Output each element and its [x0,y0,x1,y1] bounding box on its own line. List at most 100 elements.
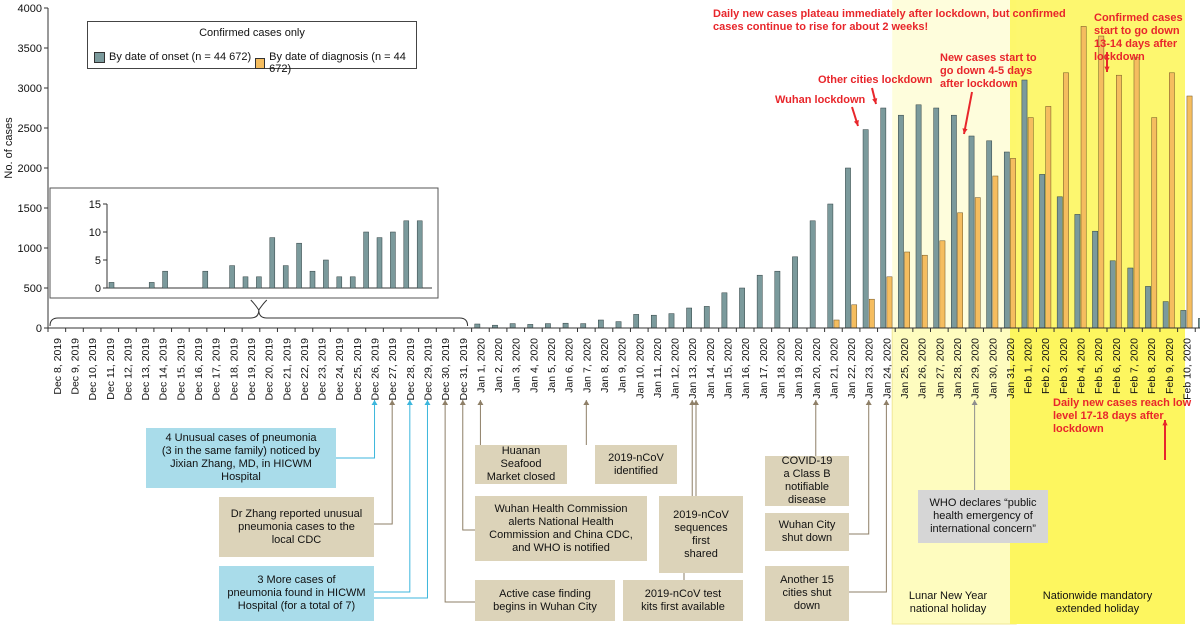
event-who-emergency: WHO declares “public health emergency of… [918,490,1048,543]
bar-onset [1056,196,1063,329]
event-15-cities-shutdown: Another 15 cities shut down [765,566,849,621]
inset-bar [269,237,276,289]
bar-diagnosis [1133,57,1140,329]
bar-onset [686,307,692,329]
x-tick-label: Dec 8, 2019 [52,338,64,395]
bar-diagnosis [939,240,946,329]
x-tick-label: Feb 6, 2020 [1111,338,1123,394]
bar-diagnosis [921,254,928,329]
bar-onset [598,319,604,329]
x-tick-label: Dec 23, 2019 [317,338,329,401]
connector-who-emergency-head [971,400,978,405]
x-tick-label: Jan 18, 2020 [775,338,787,399]
arrow-low-level-head [1162,420,1168,426]
bar-onset [1127,267,1134,329]
event-who-notified: Wuhan Health Commission alerts National … [475,496,647,561]
x-tick-label: Feb 9, 2020 [1164,338,1176,394]
bar-diagnosis [904,251,910,329]
holiday-band-lunar [891,327,1017,625]
x-tick-label: Jan 5, 2020 [546,338,558,393]
bar-onset [633,314,640,329]
x-tick-label: Dec 17, 2019 [211,338,223,401]
x-tick-label: Feb 10, 2020 [1181,338,1193,400]
x-tick-label: Jan 23, 2020 [864,338,876,399]
bar-diagnosis [868,298,875,329]
bar-onset [915,104,922,329]
connector-active-case-head [442,400,449,405]
x-tick-label: Jan 27, 2020 [934,338,946,399]
bar-onset [862,129,869,329]
bar-diagnosis [1027,117,1034,329]
y-tick-label: 3500 [18,43,42,55]
x-tick-label: Dec 18, 2019 [228,338,240,401]
x-tick-label: Jan 14, 2020 [705,338,717,399]
bar-onset [1039,174,1045,329]
x-tick-label: Dec 11, 2019 [105,338,117,400]
event-ncov-identified: 2019-nCoV identified [595,445,677,484]
annotation-low-level: Daily new cases reach low level 17-18 da… [1053,397,1192,435]
legend-swatch-diagnosis [255,57,266,69]
bar-onset [827,203,834,329]
bar-diagnosis [1169,72,1175,329]
inset-y-tick-label: 15 [89,199,101,211]
inset-bar [162,270,168,289]
connector-test-kits-head [689,400,696,405]
connector-reported-cdc-head [389,400,396,405]
bar-diagnosis [1080,26,1087,329]
x-tick-label: Jan 20, 2020 [811,338,823,399]
connector-more-cases-2 [374,400,428,599]
inset-y-tick-label: 10 [89,227,101,239]
inset-bar [108,282,115,289]
bar-diagnosis [886,276,893,329]
bar-onset [968,135,975,329]
connector-market-closed-head [477,400,484,405]
legend-item-onset: By date of onset (n = 44 672) [94,51,251,63]
legend-item-diagnosis: By date of diagnosis (n = 44 672) [255,51,416,75]
legend-label-diagnosis: By date of diagnosis (n = 44 672) [269,51,406,75]
inset-bar [309,270,316,289]
connector-sequences-head [693,400,699,405]
x-tick-label: Feb 8, 2020 [1146,338,1158,394]
x-tick-label: Jan 9, 2020 [617,338,629,393]
connector-ncov-identified-head [583,400,590,405]
x-tick-label: Jan 31, 2020 [1005,338,1017,399]
bar-onset [739,287,745,329]
bar-onset [1198,318,1200,329]
connector-wuhan-shutdown [849,400,870,535]
bar-onset [668,313,675,329]
x-tick-label: Jan 12, 2020 [670,338,682,399]
arrow-new-cases-down-head [962,128,968,134]
event-class-b-disease: COVID-19 a Class B notifiable disease [765,455,849,506]
x-tick-label: Feb 1, 2020 [1023,338,1035,394]
bar-diagnosis [1151,117,1158,329]
bar-onset [845,167,851,329]
bar-onset [756,274,763,329]
y-tick-label: 500 [24,283,42,295]
x-tick-label: Dec 19, 2019 [246,338,258,401]
inset-bar [416,220,423,289]
bar-onset [986,140,993,329]
x-tick-label: Jan 8, 2020 [599,338,611,393]
bar-onset [703,306,710,329]
bar-diagnosis [1063,72,1069,329]
x-tick-label: Dec 15, 2019 [175,338,187,401]
legend: Confirmed cases only By date of onset (n… [87,21,417,75]
x-tick-label: Dec 9, 2019 [69,338,81,395]
connector-class-b-head [812,400,819,405]
bar-onset [545,323,551,329]
y-tick-label: 1000 [18,243,42,255]
event-wuhan-shutdown: Wuhan City shut down [765,513,849,551]
connector-active-case [444,400,475,603]
inset-bar [323,259,329,289]
x-tick-label: Dec 25, 2019 [352,338,364,401]
x-tick-label: Jan 16, 2020 [740,338,752,399]
x-tick-label: Dec 28, 2019 [405,338,417,401]
bar-diagnosis [974,197,981,329]
bars [50,26,1200,329]
x-tick-label: Dec 31, 2019 [458,338,470,401]
x-tick-label: Jan 24, 2020 [881,338,893,399]
holiday-band-extended [1010,328,1185,624]
inset-bar [390,231,396,289]
inset-bar [242,276,249,289]
x-tick-label: Dec 26, 2019 [370,338,382,401]
